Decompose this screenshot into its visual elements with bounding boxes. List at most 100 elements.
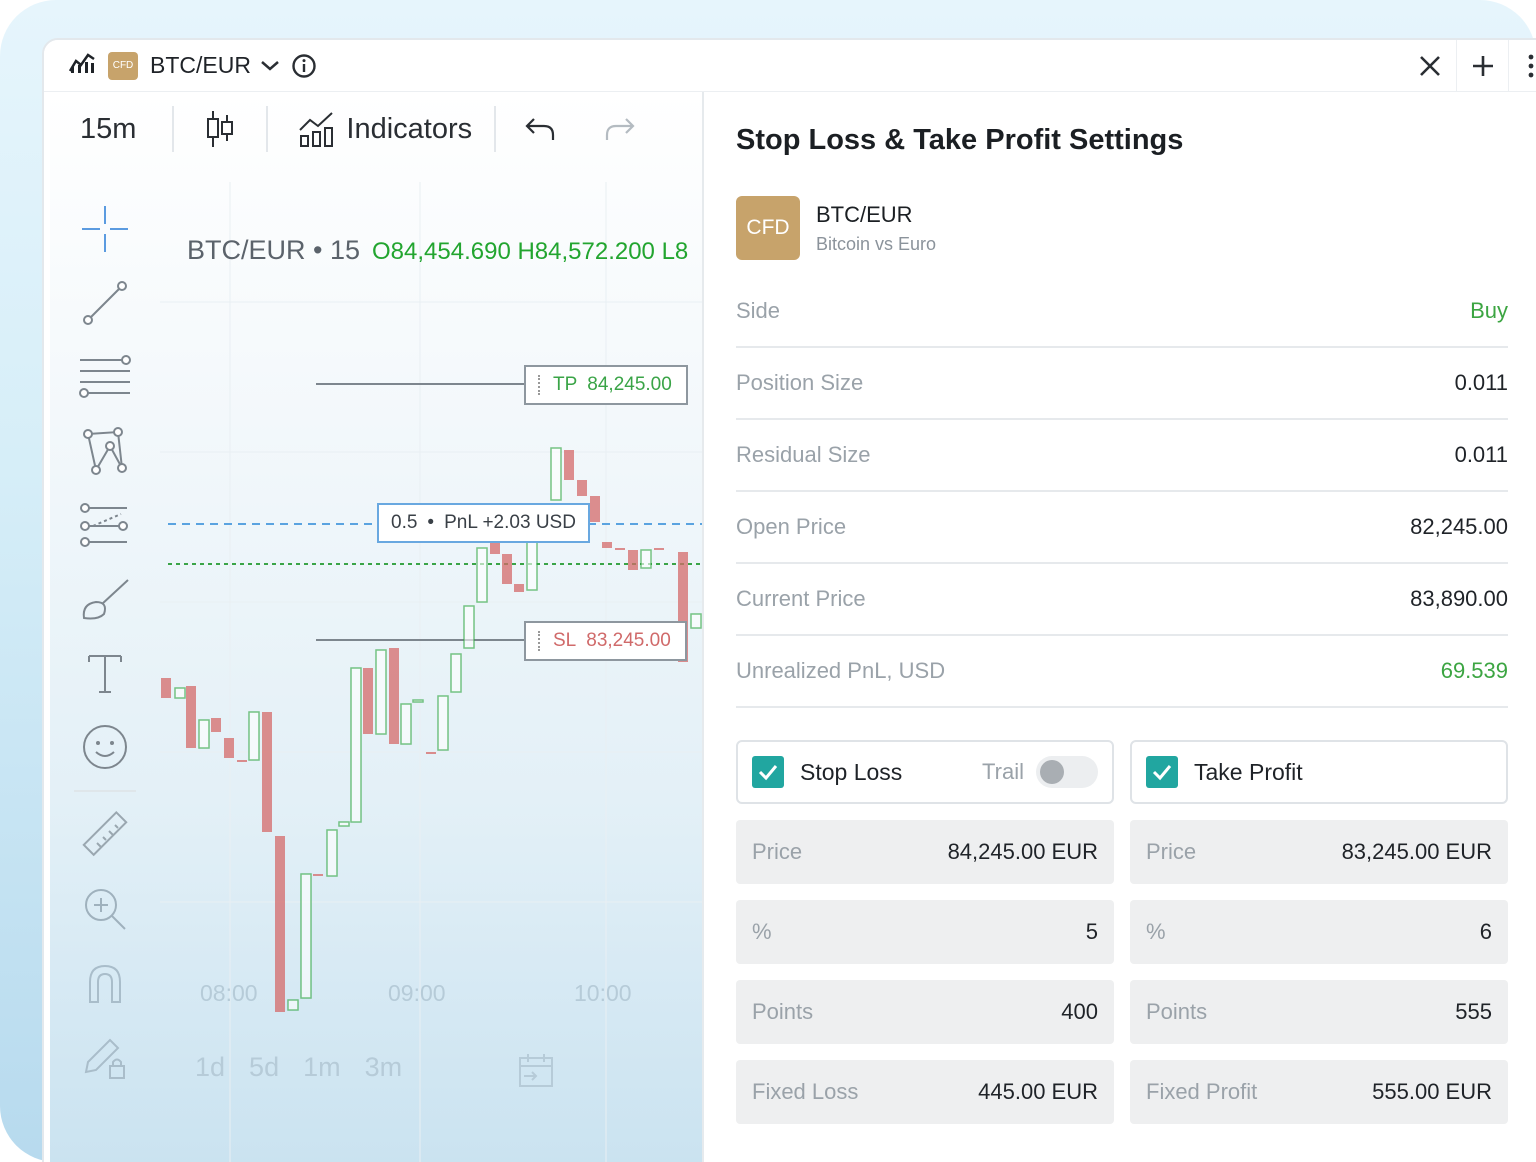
candle [262,712,272,832]
chevron-down-icon[interactable] [259,59,281,73]
sl-points-field[interactable]: Points 400 [736,980,1114,1044]
range-1m[interactable]: 1m [303,1052,341,1082]
trading-window: CFD BTC/EUR [42,38,1536,1162]
toolbar-divider [172,106,175,152]
candle [186,686,196,748]
field-label: Price [1146,839,1197,864]
candle [350,667,362,823]
range-1d[interactable]: 1d [195,1052,226,1082]
trail-toggle[interactable] [1036,756,1098,788]
sl-tag-value: 83,245.00 [586,630,671,651]
crosshair-tool[interactable] [74,192,136,266]
tp-points-field[interactable]: Points 555 [1130,980,1508,1044]
candle [287,999,299,1011]
emoji-tool[interactable] [74,710,136,784]
chart-area[interactable]: 15m Indicators [50,92,702,1162]
indicators-button[interactable]: Indicators [268,92,472,166]
drag-grip-icon[interactable] [538,631,541,651]
indicators-label: Indicators [346,112,473,145]
lock-drawings-tool[interactable] [74,1020,136,1094]
candle [248,711,260,761]
calendar-icon [519,1054,554,1087]
instrument-name: BTC/EUR [816,201,913,227]
position-pnl-tag[interactable]: 0.5 • PnL +2.03 USD [377,503,590,543]
time-axis-label: 09:00 [388,980,446,1006]
take-profit-checkbox[interactable] [1146,756,1178,788]
chart-plot[interactable] [50,92,702,1162]
sl-price-field[interactable]: Price 84,245.00 EUR [736,820,1114,884]
tp-tag-value: 84,245.00 [587,374,672,395]
close-button[interactable] [1404,40,1456,92]
tp-price-field[interactable]: Price 83,245.00 EUR [1130,820,1508,884]
toolbar-divider [494,106,497,152]
stop-loss-tag[interactable]: SL 83,245.00 [524,621,687,661]
candle [237,760,247,762]
drawing-tools [74,192,136,1094]
magnet-tool[interactable] [74,946,136,1020]
tp-percent-field[interactable]: % 6 [1130,900,1508,964]
take-profit-tag[interactable]: TP 84,245.00 [524,365,688,405]
trail-label: Trail [982,759,1024,784]
sl-tag-label: SL [553,630,577,651]
chart-logo-icon [68,51,96,80]
candle [514,584,524,592]
undo-button[interactable] [496,92,584,166]
projection-tool[interactable] [74,488,136,562]
trend-line-icon [83,281,127,325]
stop-loss-checkbox[interactable] [752,756,784,788]
pattern-tool[interactable] [74,414,136,488]
position-pnl: PnL +2.03 USD [444,512,576,533]
ruler-tool[interactable] [74,798,136,872]
detail-value: Buy [1470,298,1508,323]
drag-handle[interactable] [1508,40,1536,92]
tp-fixed-profit-field[interactable]: Fixed Profit 555.00 EUR [1130,1060,1508,1124]
plus-icon [1472,56,1493,76]
field-label: Fixed Loss [752,1079,859,1104]
candle [678,552,688,662]
candlestick-icon [207,111,234,147]
instrument-badge: CFD [108,51,138,80]
detail-label: Residual Size [736,442,871,467]
drag-grip-icon[interactable] [538,375,541,395]
candle [313,874,323,876]
candle [502,554,512,584]
trend-line-tool[interactable] [74,266,136,340]
candle [640,549,652,569]
candle [690,613,702,629]
stop-loss-toggle-card: Stop Loss Trail [736,740,1114,804]
symbol-selector[interactable]: BTC/EUR [150,52,251,78]
detail-row-position-size: Position Size 0.011 [736,348,1508,420]
info-icon[interactable] [291,53,317,79]
range-5d[interactable]: 5d [249,1052,280,1082]
projection-icon [80,503,128,547]
go-to-date-button[interactable] [516,1052,556,1097]
candle [426,752,436,754]
fib-tool[interactable] [74,340,136,414]
field-label: Points [752,999,814,1024]
timeframe-button[interactable]: 15m [80,112,137,145]
candle [400,703,412,745]
detail-row-residual-size: Residual Size 0.011 [736,420,1508,492]
text-tool[interactable] [74,636,136,710]
candle [174,687,186,699]
add-button[interactable] [1456,40,1508,92]
instrument-badge-large: CFD [736,196,800,260]
candle [654,548,664,550]
detail-label: Position Size [736,370,864,395]
field-value: 555 [1455,999,1492,1024]
zoom-tool[interactable] [74,872,136,946]
candle [326,829,338,877]
redo-icon [606,118,635,140]
chart-type-button[interactable] [174,92,266,166]
check-icon [1152,765,1172,781]
tp-tag-label: TP [553,374,578,395]
detail-row-open-price: Open Price 82,245.00 [736,492,1508,564]
range-3m[interactable]: 3m [364,1052,403,1082]
sl-percent-field[interactable]: % 5 [736,900,1114,964]
field-value: 84,245.00 EUR [947,839,1098,864]
redo-button[interactable] [584,92,656,166]
sl-fixed-loss-field[interactable]: Fixed Loss 445.00 EUR [736,1060,1114,1124]
brush-tool[interactable] [74,562,136,636]
candle [602,542,612,548]
candle [161,678,171,698]
